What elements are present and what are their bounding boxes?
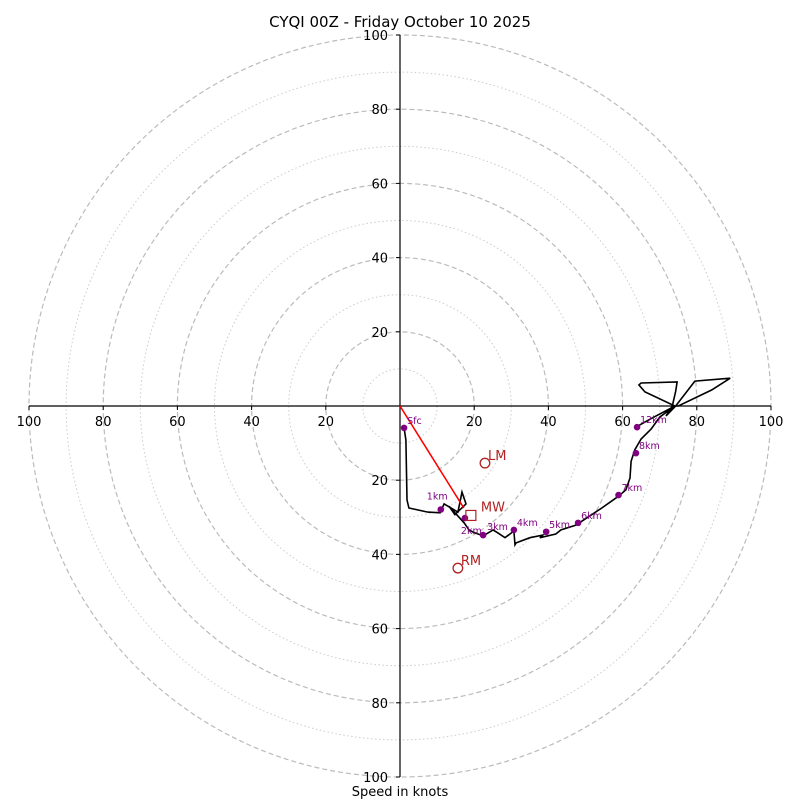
height-marker-4km: 4km xyxy=(510,518,538,534)
height-marker-dot xyxy=(633,423,641,431)
height-marker-label: 6km xyxy=(581,511,602,522)
x-tick-label: 80 xyxy=(95,415,112,430)
x-tick-label: 20 xyxy=(466,415,483,430)
x-tick-label: 60 xyxy=(614,415,631,430)
height-marker-label: 1km xyxy=(427,492,448,503)
height-marker-dot xyxy=(437,506,445,513)
y-tick-label: 80 xyxy=(371,697,388,712)
storm-motion-label: RM xyxy=(461,554,481,569)
height-markers: Sfc 1km 2km 3km 4km 5km 6km 7km 8km 12km xyxy=(400,415,667,539)
height-marker-dot xyxy=(615,491,622,499)
height-marker-dot xyxy=(400,424,408,432)
chart-title: CYQI 00Z - Friday October 10 2025 xyxy=(269,13,531,31)
height-marker-label: 7km xyxy=(622,483,643,494)
height-marker-dot xyxy=(461,514,469,522)
y-tick-label: 20 xyxy=(371,326,388,341)
x-tick-label: 100 xyxy=(759,415,784,430)
x-tick-label: 40 xyxy=(540,415,557,430)
storm-motion-label: LM xyxy=(488,449,506,464)
mean-wind-line xyxy=(399,405,465,509)
height-marker-8km: 8km xyxy=(632,441,660,457)
height-marker-dot xyxy=(510,526,518,534)
y-tick-label: 60 xyxy=(371,177,388,192)
y-tick-label: 80 xyxy=(371,103,388,118)
storm-motion-marker xyxy=(479,457,491,469)
height-marker-dot xyxy=(479,531,487,539)
height-marker-label: 3km xyxy=(487,522,508,533)
x-tick-label: 60 xyxy=(169,415,186,430)
y-tick-label: 100 xyxy=(363,29,388,44)
storm-motion-marker xyxy=(465,509,477,522)
height-marker-dot xyxy=(632,449,640,457)
series-layer xyxy=(399,377,731,548)
height-marker-1km: 1km xyxy=(427,492,448,513)
height-marker-label: 5km xyxy=(549,520,570,531)
storm-motion-mw: MW xyxy=(465,500,505,522)
storm-motion-lm: LM xyxy=(479,449,506,469)
y-tick-label: 20 xyxy=(371,474,388,489)
y-tick-label: 60 xyxy=(371,623,388,638)
x-tick-label: 80 xyxy=(689,415,706,430)
height-marker-dot xyxy=(542,528,550,536)
height-marker-3km: 3km xyxy=(479,522,508,539)
height-marker-label: 4km xyxy=(517,518,538,529)
height-marker-label: Sfc xyxy=(407,416,422,427)
height-marker-7km: 7km xyxy=(615,483,643,499)
storm-motion-marker xyxy=(452,562,464,574)
hodograph-trace xyxy=(403,377,731,548)
storm-motion-rm: RM xyxy=(452,554,481,574)
x-axis-label: Speed in knots xyxy=(352,785,449,800)
storm-motion-label: MW xyxy=(481,500,505,515)
x-tick-label: 100 xyxy=(17,415,42,430)
height-marker-2km: 2km xyxy=(461,514,482,537)
height-marker-label: 12km xyxy=(640,415,667,426)
height-marker-6km: 6km xyxy=(574,511,602,527)
height-marker-5km: 5km xyxy=(542,520,570,536)
height-marker-label: 2km xyxy=(461,526,482,537)
height-marker-label: 8km xyxy=(639,441,660,452)
height-marker-dot xyxy=(574,519,582,527)
height-marker-sfc: Sfc xyxy=(400,416,422,432)
y-tick-label: 100 xyxy=(363,771,388,786)
y-tick-label: 40 xyxy=(371,252,388,267)
tick-marks: 100 80 60 40 20 20 40 60 80 100 100 80 60 40 20 20 40 60 8… xyxy=(17,29,784,786)
x-tick-label: 40 xyxy=(243,415,260,430)
storm-motion-markers: LM MW RM xyxy=(452,449,506,574)
height-marker-12km: 12km xyxy=(633,415,667,431)
x-tick-label: 20 xyxy=(318,415,335,430)
y-tick-label: 40 xyxy=(371,548,388,563)
